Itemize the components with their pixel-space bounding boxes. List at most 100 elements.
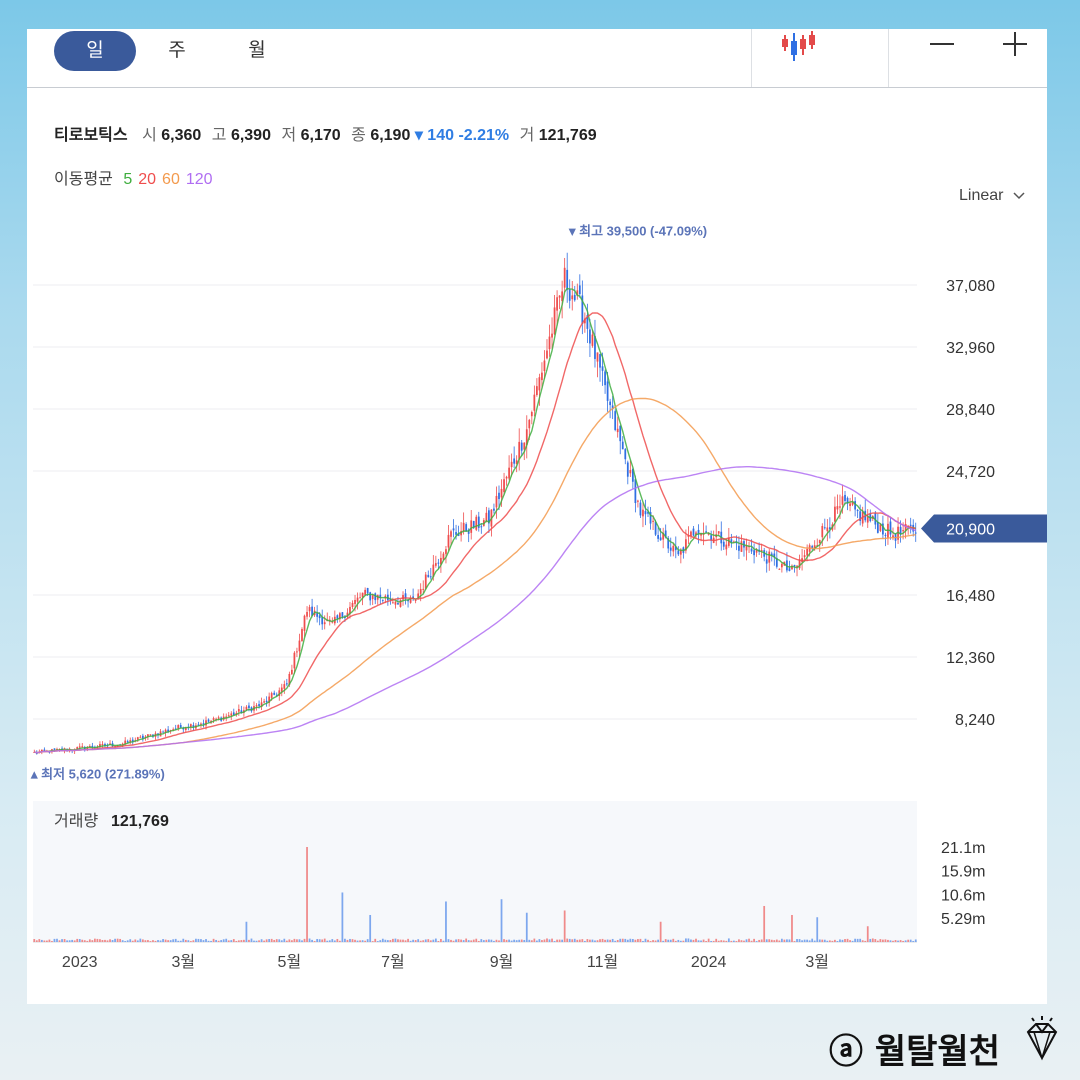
volume-bar <box>818 939 821 942</box>
ma-label: 이동평균 <box>54 171 113 188</box>
volume-bar <box>429 940 432 942</box>
candle-body <box>631 468 634 482</box>
candle-body <box>149 734 152 736</box>
volume-bar <box>470 940 473 942</box>
volume-bar <box>525 912 528 942</box>
candle-body <box>551 333 553 338</box>
candle-body <box>902 530 904 532</box>
volume-bar <box>508 939 510 942</box>
volume-bar <box>460 939 462 942</box>
volume-bar <box>437 941 440 942</box>
volume-bar <box>46 940 48 942</box>
candle-body <box>765 559 768 564</box>
candle-body <box>124 740 127 745</box>
volume-bar <box>669 939 672 942</box>
candle-body <box>634 479 637 504</box>
volume-tick-label: 5.29m <box>941 911 985 928</box>
candle-body <box>753 550 755 556</box>
volume-bar <box>232 939 235 942</box>
volume-bar <box>899 940 902 942</box>
candle-body <box>803 555 806 558</box>
volume-bar <box>445 901 447 942</box>
volume-bar <box>432 939 435 942</box>
zoom-out-button[interactable] <box>922 29 962 73</box>
volume-bar <box>604 939 606 942</box>
candle-body <box>412 596 415 599</box>
change-percent: -2.21% <box>458 127 510 144</box>
change-value: ▾ 140 <box>414 127 454 144</box>
candle-body <box>452 528 455 531</box>
volume-bar <box>513 939 516 942</box>
candle-body <box>432 564 435 577</box>
candle-body <box>422 588 425 590</box>
volume-bar <box>743 940 745 942</box>
volume-bar <box>735 941 738 942</box>
volume-bar <box>841 939 844 942</box>
volume-bar <box>606 939 609 942</box>
volume-bar <box>187 940 190 942</box>
volume-bar <box>189 941 192 942</box>
volume-bar <box>462 940 465 942</box>
candle-body <box>841 496 844 505</box>
volume-bar <box>157 940 159 942</box>
tab-day[interactable]: 일 <box>54 31 136 71</box>
volume-bar <box>808 940 811 942</box>
x-axis-label: 2023 <box>62 954 98 971</box>
ma-line-120 <box>34 466 916 754</box>
volume-bar <box>578 939 581 942</box>
candle-body <box>293 652 296 669</box>
volume-bar <box>758 939 761 942</box>
ma-line-5 <box>34 287 916 754</box>
volume-bar <box>702 939 705 942</box>
volume-bar <box>510 940 513 942</box>
candle-body <box>275 694 278 696</box>
volume-bar <box>99 939 101 942</box>
candle-body <box>594 335 596 359</box>
candle-body <box>541 372 543 381</box>
candle-body <box>642 509 644 517</box>
candle-body <box>672 545 675 552</box>
volume-bar <box>278 939 281 942</box>
volume-bar <box>306 847 308 942</box>
candle-body <box>399 599 402 607</box>
candle-body <box>722 541 725 547</box>
candle-body <box>419 588 422 594</box>
candle-body <box>740 541 743 552</box>
candle-body <box>369 592 372 601</box>
candle-body <box>43 749 46 751</box>
volume-bar <box>520 939 523 942</box>
volume-bar <box>770 939 773 942</box>
candle-body <box>409 597 412 603</box>
candle-body <box>518 441 521 460</box>
volume-bar <box>839 939 841 942</box>
volume-bar <box>369 914 372 942</box>
candle-body <box>164 729 167 734</box>
volume-bar <box>894 940 897 942</box>
candle-body <box>99 744 101 748</box>
volume-bar <box>101 939 104 942</box>
current-price-tag <box>921 514 1047 543</box>
price-chart[interactable]: 37,080 32,960 28,840 24,720 16,480 12,360 8,24… <box>27 29 1047 1004</box>
tab-month[interactable]: 월 <box>248 40 266 61</box>
tab-week[interactable]: 주 <box>168 40 186 61</box>
volume-bar <box>202 940 205 942</box>
candle-body <box>280 687 283 692</box>
volume-bar <box>773 940 776 942</box>
candle-body <box>442 553 445 560</box>
volume-bar <box>81 939 84 942</box>
volume-bar <box>164 939 167 942</box>
scale-selector[interactable]: Linear <box>959 187 1026 205</box>
volume-bar <box>129 939 132 942</box>
volume-bar <box>631 938 634 942</box>
candle-body <box>611 405 614 409</box>
candle-body <box>467 529 470 534</box>
volume-bar <box>778 940 781 942</box>
volume-bar <box>639 938 642 942</box>
zoom-in-button[interactable] <box>995 29 1035 73</box>
volume-bar <box>882 939 884 942</box>
candle-body <box>626 462 629 477</box>
volume-bar <box>392 938 394 942</box>
candle-body <box>225 716 228 718</box>
candle-body <box>629 470 632 474</box>
candle-body <box>510 461 513 468</box>
